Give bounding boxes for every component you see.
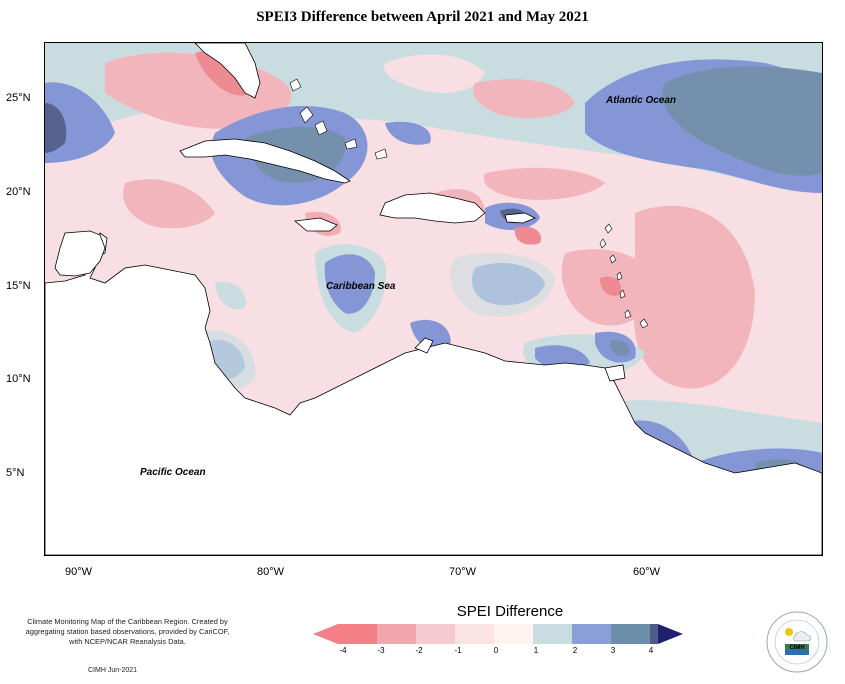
field-zone-north-caribbean-negative [483, 167, 605, 200]
field-zone-westgulf-strong [45, 103, 67, 153]
lat-label-10n: 10°N [6, 373, 31, 385]
legend-swatch-6 [533, 624, 572, 644]
legend-tick-2: -2 [415, 646, 423, 655]
land-puerto-rico [504, 212, 536, 224]
field-zone-bahamas-positive [385, 121, 431, 145]
legend-tick-0: -4 [339, 646, 347, 655]
map-panel [44, 42, 823, 556]
legend-swatch-4 [455, 624, 494, 644]
cloud-icon [793, 631, 811, 642]
logo-text: CIMH [789, 645, 804, 651]
caribbean-sea-label: Caribbean Sea [326, 281, 396, 292]
field-zone-south-central-light [450, 253, 555, 317]
water-band-icon [785, 650, 809, 655]
field-zone-trinidad-positive [535, 345, 590, 370]
legend-tick-4: 0 [493, 646, 499, 655]
atlantic-ocean-label: Atlantic Ocean [606, 95, 677, 106]
lon-label-70w: 70°W [449, 566, 477, 578]
lat-label-5n: 5°N [6, 467, 25, 479]
lon-label-90w: 90°W [65, 566, 93, 578]
legend-swatch-8 [611, 624, 650, 644]
legend-swatch-2 [377, 624, 416, 644]
legend-tick-6: 2 [572, 646, 578, 655]
land-band-icon [785, 644, 809, 650]
sun-icon [785, 628, 793, 636]
lat-label-25n: 25°N [6, 92, 31, 104]
legend-swatch-10 [658, 624, 683, 644]
spei-field-map [45, 43, 822, 555]
legend-tick-7: 3 [610, 646, 616, 655]
legend-colorbar [313, 624, 683, 644]
legend-swatch-9 [650, 624, 658, 644]
field-zone-gulf-east-negative [384, 54, 485, 93]
legend-swatch-5 [494, 624, 533, 644]
land-jamaica [294, 217, 338, 232]
land-trinidad [604, 364, 626, 382]
legend-tick-1: -3 [377, 646, 385, 655]
legend-swatch-0 [313, 624, 338, 644]
credit-date: CIMH Jun-2021 [88, 667, 138, 674]
legend-swatch-3 [416, 624, 455, 644]
field-zone-atlantic-negative [634, 205, 755, 389]
map-title: SPEI3 Difference between April 2021 and … [256, 9, 589, 25]
legend-tick-8: 4 [648, 646, 654, 655]
field-zone-east-deep-negative [600, 276, 622, 296]
field-zone-grenada-strong [610, 340, 630, 356]
field-zone-northcentral-negative [473, 79, 575, 119]
field-zone-central-positive [324, 254, 375, 314]
land-bahamas [289, 78, 388, 160]
lat-label-15n: 15°N [6, 280, 31, 292]
land-cuba [179, 138, 351, 184]
field-zone-west-negative [123, 179, 215, 229]
field-zone-hispaniola-negative [514, 226, 541, 245]
field-zone-nicaragua-light [215, 282, 246, 310]
lat-label-20n: 20°N [6, 186, 31, 198]
legend-swatch-7 [572, 624, 611, 644]
land-paraguana [414, 337, 434, 354]
legend-title: SPEI Difference [456, 603, 564, 620]
cimh-logo: CIMH [766, 611, 828, 673]
legend-tick-3: -1 [454, 646, 462, 655]
lon-label-80w: 80°W [257, 566, 285, 578]
pacific-ocean-label: Pacific Ocean [140, 467, 206, 478]
land-florida [194, 43, 261, 99]
credit-text: Climate Monitoring Map of the Caribbean … [25, 617, 230, 646]
lon-label-60w: 60°W [633, 566, 661, 578]
land-lesser-antilles [599, 223, 649, 329]
legend-tick-5: 1 [533, 646, 539, 655]
land-yucatan [54, 230, 106, 277]
legend-swatch-1 [338, 624, 377, 644]
land-hispaniola [379, 192, 486, 224]
land-central-america [45, 232, 822, 555]
field-zone-atlantic-strong [662, 66, 822, 176]
